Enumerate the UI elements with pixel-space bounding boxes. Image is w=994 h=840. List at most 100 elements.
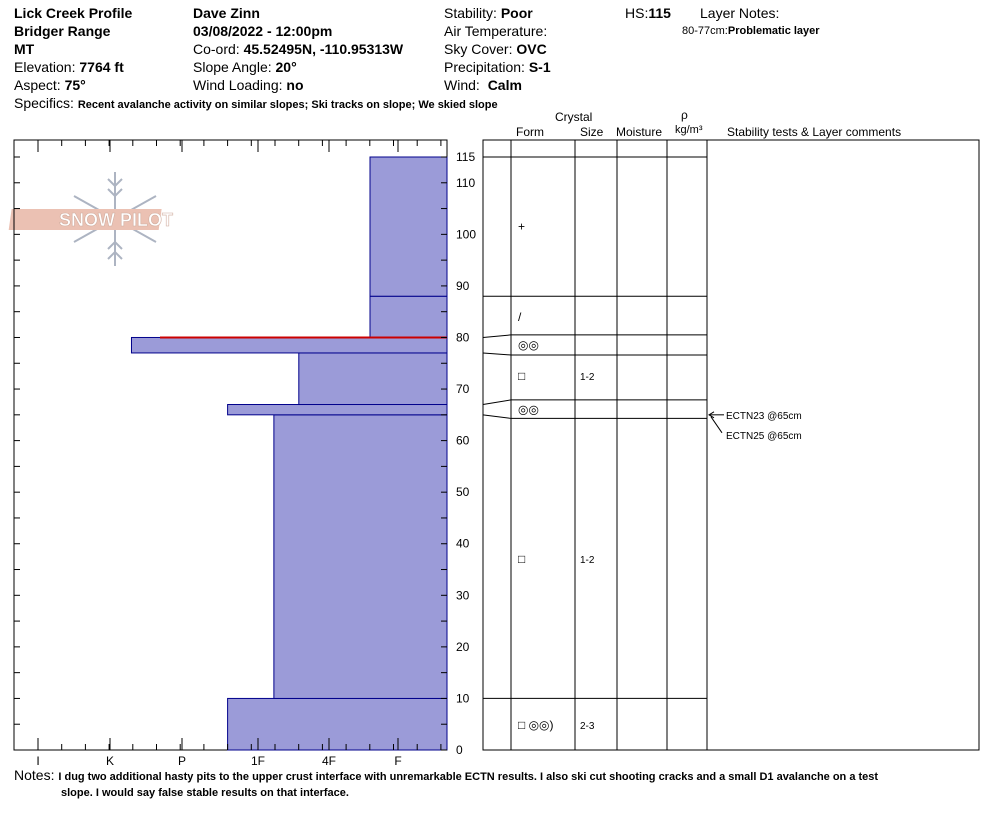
- depth-tick-label: 50: [456, 485, 470, 499]
- hardness-tick-label: P: [178, 754, 186, 768]
- hardness-layer-bar: [273, 414, 448, 699]
- depth-tick-label: 10: [456, 691, 470, 705]
- hs-value: 115: [648, 5, 671, 21]
- crystal-table-rows: [482, 156, 707, 699]
- hardness-axis: I K P 1F 4F F: [36, 140, 442, 768]
- hardness-layer-bar: [227, 404, 448, 416]
- depth-tick-label: 40: [456, 537, 470, 551]
- grain-size-label: 1-2: [580, 555, 595, 566]
- depth-tick-label: 80: [456, 330, 470, 344]
- elevation-row: Elevation: 7764 ft: [14, 59, 124, 75]
- grain-form-symbol: □: [518, 369, 525, 383]
- air-temp-label: Air Temperature:: [444, 23, 548, 39]
- slope-row: Slope Angle: 20°: [193, 59, 297, 75]
- sky-row: Sky Cover: OVC: [444, 41, 547, 57]
- stability-test-label: ECTN25 @65cm: [726, 431, 802, 442]
- hardness-layer-bar: [227, 697, 448, 751]
- crystal-header: Crystal: [555, 110, 593, 124]
- layer-boundary-line: [482, 399, 707, 406]
- wind-loading-row: Wind Loading: no: [193, 77, 304, 93]
- profile-name: Lick Creek Profile: [14, 5, 133, 21]
- aspect-label: Aspect:: [14, 77, 61, 93]
- layer-note: 80-77cm:Problematic layer: [682, 25, 820, 38]
- logo-text: SNOW PILOT: [59, 210, 173, 230]
- depth-tick-label: 30: [456, 588, 470, 602]
- depth-tick-label: 115: [456, 150, 475, 164]
- wind-row: Wind: Calm: [444, 77, 522, 93]
- stability-test-label: ECTN23 @65cm: [726, 411, 802, 422]
- notes-line-1: I dug two additional hasty pits to the u…: [58, 771, 879, 783]
- depth-tick-label: 100: [456, 227, 476, 241]
- hardness-tick-label: 4F: [322, 754, 336, 768]
- hardness-layer-bar: [298, 352, 448, 406]
- depth-tick-label: 70: [456, 382, 470, 396]
- grain-form-symbol: +: [518, 220, 525, 234]
- notes-row: Notes: I dug two additional hasty pits t…: [14, 767, 878, 784]
- elevation-label: Elevation:: [14, 59, 76, 75]
- arrow-icon: [708, 411, 715, 419]
- form-header: Form: [516, 125, 544, 139]
- hardness-layer-bar: [369, 295, 448, 338]
- layer-note-range: 80-77cm:: [682, 25, 728, 37]
- state-name: MT: [14, 41, 35, 57]
- hardness-tick-label: I: [36, 754, 39, 768]
- elevation-value: 7764 ft: [79, 59, 124, 75]
- hardness-tick-label: K: [106, 754, 114, 768]
- stability-tests: ECTN23 @65cm ECTN25 @65cm: [708, 411, 802, 442]
- grain-form-symbol: ◎◎: [518, 338, 539, 352]
- grain-size-label: 1-2: [580, 372, 595, 383]
- crystal-table-frame: [482, 139, 980, 751]
- grain-form-symbol: ◎◎: [518, 403, 539, 417]
- precip-row: Precipitation: S-1: [444, 59, 551, 75]
- observation-datetime: 03/08/2022 - 12:00pm: [193, 23, 333, 39]
- hs-label: HS:: [625, 5, 649, 21]
- hardness-tick-label: 1F: [251, 754, 265, 768]
- notes-line-2: slope. I would say false stable results …: [61, 787, 349, 799]
- specifics-row: Specifics: Recent avalanche activity on …: [14, 95, 498, 112]
- layer-note-text: Problematic layer: [727, 25, 820, 37]
- hardness-layer-bar: [369, 156, 448, 297]
- crystal-table-glyphs: + / ◎◎ □ 1-2 ◎◎ □ 1-2 □ ◎◎) 2-3: [518, 220, 595, 733]
- wind-value: Calm: [487, 77, 522, 93]
- density-unit-header: kg/m³: [675, 124, 703, 136]
- grain-form-symbol: /: [518, 310, 522, 324]
- hs-row: HS:115: [625, 5, 671, 21]
- test-pointer-line: [710, 416, 723, 434]
- layer-boundary-line: [482, 334, 707, 338]
- aspect-row: Aspect: 75°: [14, 77, 86, 93]
- hardness-tick-label: F: [394, 754, 401, 768]
- layer-boundary-line: [482, 352, 707, 356]
- depth-tick-label: 0: [456, 743, 463, 757]
- observer-name: Dave Zinn: [193, 5, 260, 21]
- depth-tick-label: 60: [456, 434, 470, 448]
- comments-header: Stability tests & Layer comments: [727, 125, 902, 139]
- depth-tick-label: 90: [456, 279, 470, 293]
- hardness-layers: [130, 156, 448, 751]
- layer-boundary-line: [482, 414, 707, 419]
- coord-label: Co-ord:: [193, 41, 240, 57]
- wind-loading-label: Wind Loading:: [193, 77, 283, 93]
- precip-value: S-1: [528, 59, 551, 75]
- moisture-header: Moisture: [616, 125, 663, 139]
- logo-band: [8, 209, 162, 230]
- aspect-value: 75°: [64, 77, 86, 93]
- sky-value: OVC: [516, 41, 547, 57]
- coord-row: Co-ord: 45.52495N, -110.95313W: [193, 41, 403, 57]
- rho-header: ρ: [681, 108, 688, 122]
- specifics-label: Specifics:: [14, 95, 74, 111]
- wind-label: Wind:: [444, 77, 480, 93]
- specifics-value: Recent avalanche activity on similar slo…: [77, 99, 498, 111]
- precip-label: Precipitation:: [444, 59, 525, 75]
- notes-label: Notes:: [14, 767, 55, 783]
- sky-label: Sky Cover:: [444, 41, 513, 57]
- grain-form-symbol: □: [518, 552, 525, 566]
- grain-size-label: 2-3: [580, 721, 595, 732]
- wind-loading-value: no: [286, 77, 304, 93]
- slope-value: 20°: [275, 59, 297, 75]
- grain-form-symbol: □ ◎◎): [518, 718, 554, 732]
- slope-label: Slope Angle:: [193, 59, 272, 75]
- depth-tick-label: 110: [456, 176, 475, 190]
- range-name: Bridger Range: [14, 23, 111, 39]
